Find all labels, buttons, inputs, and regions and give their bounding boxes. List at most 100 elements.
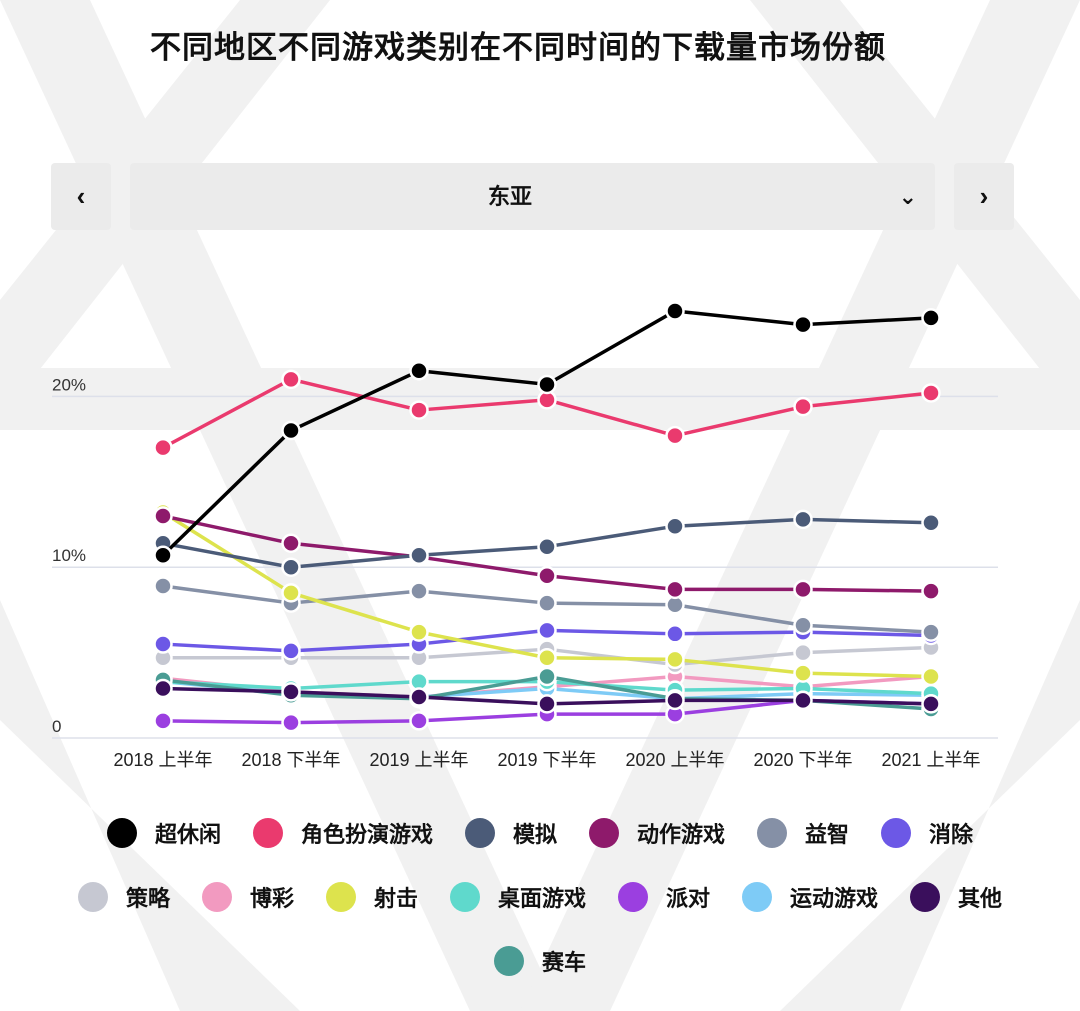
legend-label: 博彩	[249, 886, 294, 911]
x-tick-label: 2018 下半年	[241, 750, 340, 770]
data-point[interactable]	[921, 308, 941, 328]
data-point[interactable]	[921, 513, 941, 533]
data-point[interactable]	[921, 383, 941, 403]
legend-item[interactable]: 赛车	[493, 945, 586, 977]
data-point[interactable]	[281, 712, 301, 733]
data-point[interactable]	[281, 682, 301, 702]
data-point[interactable]	[281, 641, 301, 661]
legend-item[interactable]: 射击	[325, 881, 418, 913]
data-point[interactable]	[537, 593, 557, 613]
legend-item[interactable]: 博彩	[201, 881, 294, 913]
data-point[interactable]	[921, 622, 941, 642]
data-point[interactable]	[793, 642, 813, 663]
x-tick-label: 2020 上半年	[625, 750, 724, 770]
data-point[interactable]	[409, 581, 429, 601]
legend-swatch	[910, 882, 941, 912]
data-point[interactable]	[409, 545, 429, 565]
data-point[interactable]	[153, 506, 173, 526]
data-point[interactable]	[281, 583, 301, 603]
legend-label: 超休闲	[154, 822, 221, 847]
data-point[interactable]	[665, 690, 685, 711]
data-point[interactable]	[153, 634, 173, 654]
data-point[interactable]	[665, 516, 685, 536]
data-point[interactable]	[793, 615, 813, 636]
legend-label: 益智	[805, 822, 850, 847]
y-tick-label: 20%	[52, 375, 86, 394]
data-point[interactable]	[281, 420, 301, 441]
legend-item[interactable]: 运动游戏	[742, 881, 878, 913]
data-point[interactable]	[537, 620, 557, 641]
legend-swatch	[77, 882, 108, 912]
legend-swatch	[589, 818, 619, 848]
legend-item[interactable]: 派对	[618, 881, 710, 913]
data-point[interactable]	[537, 565, 557, 586]
series-6	[153, 678, 941, 714]
x-tick-label: 2019 下半年	[497, 750, 596, 770]
chevron-down-icon: ⌄	[898, 184, 917, 209]
legend-item[interactable]: 其他	[910, 881, 1002, 913]
data-point[interactable]	[153, 545, 173, 565]
data-point[interactable]	[409, 711, 429, 731]
data-point[interactable]	[921, 694, 941, 714]
data-point[interactable]	[153, 576, 173, 596]
page-title: 不同地区不同游戏类别在不同时间的下载量市场份额	[150, 30, 886, 65]
legend-swatch	[881, 818, 912, 848]
data-point[interactable]	[409, 361, 429, 381]
data-point[interactable]	[537, 694, 557, 714]
data-point[interactable]	[153, 437, 173, 458]
data-point[interactable]	[153, 711, 173, 731]
series-13	[153, 301, 941, 565]
legend-item[interactable]: 超休闲	[106, 817, 221, 849]
data-point[interactable]	[665, 301, 685, 321]
data-point[interactable]	[281, 369, 301, 390]
data-point[interactable]	[409, 400, 429, 420]
data-point[interactable]	[793, 396, 813, 417]
series-11	[153, 509, 941, 577]
legend-label: 动作游戏	[637, 822, 726, 847]
data-point[interactable]	[537, 666, 557, 687]
x-tick-label: 2018 上半年	[113, 750, 212, 770]
data-point[interactable]	[921, 581, 941, 601]
previous-region-button[interactable]: ‹	[51, 163, 111, 230]
data-point[interactable]	[281, 557, 301, 577]
legend-label: 赛车	[541, 950, 586, 975]
next-region-button[interactable]: ›	[954, 163, 1014, 230]
series-12	[153, 369, 941, 458]
data-point[interactable]	[665, 579, 685, 600]
y-tick-label: 10%	[52, 546, 86, 565]
data-point[interactable]	[537, 536, 557, 557]
data-point[interactable]	[665, 425, 685, 446]
data-point[interactable]	[793, 663, 813, 683]
data-point[interactable]	[793, 509, 813, 530]
legend-item[interactable]: 动作游戏	[589, 817, 725, 849]
chevron-left-icon: ‹	[76, 181, 86, 211]
legend-item[interactable]: 模拟	[464, 817, 557, 849]
legend-swatch	[106, 818, 137, 848]
legend-swatch	[449, 882, 480, 912]
data-point[interactable]	[537, 374, 557, 395]
data-point[interactable]	[537, 647, 557, 668]
data-point[interactable]	[793, 314, 813, 335]
legend-label: 射击	[373, 886, 418, 911]
data-point[interactable]	[409, 687, 429, 707]
data-point[interactable]	[665, 649, 685, 670]
legend-item[interactable]: 益智	[757, 817, 849, 849]
data-point[interactable]	[665, 624, 685, 644]
data-point[interactable]	[793, 579, 813, 600]
legend-item[interactable]: 桌面游戏	[449, 881, 586, 913]
region-dropdown[interactable]: 东亚 ⌄	[130, 163, 935, 230]
data-point[interactable]	[409, 622, 429, 642]
legend-row: 策略 博彩 射击 桌面游戏 派对 运动游戏 其他	[0, 881, 1080, 913]
data-point[interactable]	[793, 690, 813, 711]
data-point[interactable]	[153, 678, 173, 699]
legend-swatch	[742, 882, 773, 912]
data-point[interactable]	[921, 666, 941, 687]
legend-item[interactable]: 角色扮演游戏	[252, 817, 433, 849]
legend-item[interactable]: 策略	[77, 881, 170, 913]
region-dropdown-value: 东亚	[487, 184, 532, 209]
legend-item[interactable]: 消除	[881, 817, 973, 849]
legend-swatch	[493, 946, 524, 976]
legend-swatch	[757, 818, 788, 848]
data-point[interactable]	[281, 533, 301, 554]
